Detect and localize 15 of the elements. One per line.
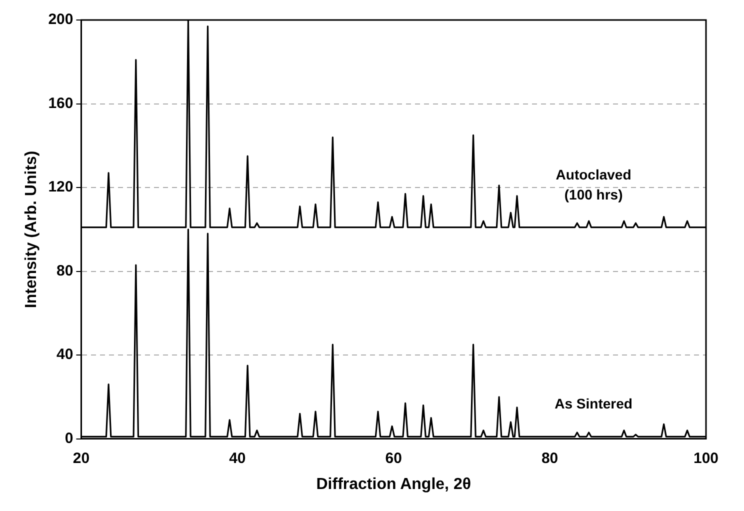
y-tick-label: 200 (48, 11, 74, 28)
y-tick-label: 120 (48, 178, 74, 196)
x-tick-label: 60 (385, 450, 402, 467)
x-axis-title: Diffraction Angle, 2θ (316, 476, 471, 493)
x-tick-label: 100 (693, 450, 719, 467)
x-tick-label: 80 (541, 450, 558, 467)
y-tick-label: 160 (48, 94, 74, 112)
series-label: Autoclaved (100 hrs) (556, 166, 632, 202)
series-label: As Sintered (554, 396, 632, 412)
y-tick-label: 80 (56, 262, 74, 280)
x-tick-label: 20 (72, 450, 90, 467)
y-tick-label: 40 (56, 346, 74, 364)
y-axis-title: Intensity (Arb. Units) (23, 150, 40, 308)
y-tick-label: 0 (64, 430, 74, 447)
x-tick-label: 40 (229, 450, 246, 467)
